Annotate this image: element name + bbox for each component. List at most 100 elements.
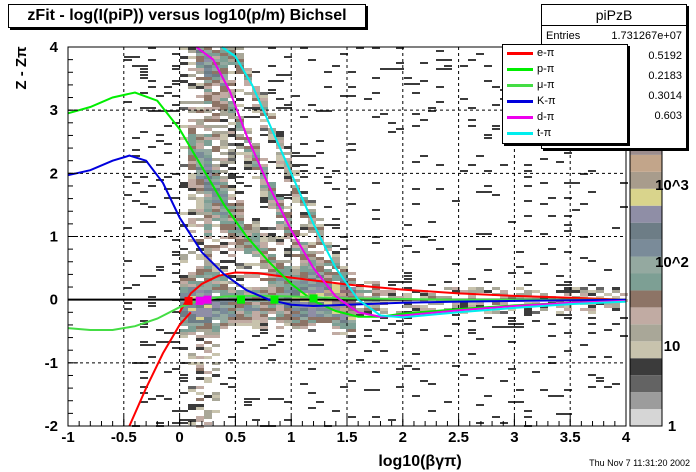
heatmap-cell [204, 50, 212, 53]
heatmap-cell [188, 218, 196, 221]
heatmap-cell [228, 185, 236, 188]
heatmap-cell [412, 203, 420, 205]
heatmap-cell [348, 71, 356, 73]
heatmap-cell [276, 107, 284, 109]
heatmap-cell [268, 131, 276, 134]
heatmap-cell [268, 197, 276, 200]
heatmap-cell [580, 203, 588, 205]
heatmap-cell [188, 239, 196, 242]
heatmap-cell [476, 287, 484, 290]
heatmap-cell [228, 104, 236, 107]
heatmap-cell [260, 248, 268, 251]
heatmap-cell [292, 317, 300, 320]
heatmap-cell [140, 371, 148, 373]
heatmap-cell [204, 233, 212, 236]
heatmap-cell [500, 380, 508, 382]
heatmap-cell [164, 197, 172, 199]
heatmap-cell [556, 290, 564, 293]
heatmap-cell [180, 320, 188, 323]
heatmap-cell [204, 350, 212, 353]
heatmap-cell [260, 266, 268, 269]
heatmap-cell [284, 173, 292, 176]
heatmap-cell [252, 227, 260, 230]
heatmap-cell [484, 269, 492, 271]
heatmap-cell [196, 281, 204, 284]
y-tick-label: 3 [50, 102, 58, 119]
heatmap-cell [556, 395, 564, 397]
heatmap-cell [140, 92, 148, 94]
heatmap-cell [220, 161, 228, 164]
heatmap-cell [556, 413, 564, 415]
stats-row: 0.2183 [542, 66, 686, 86]
palette-band [630, 188, 662, 206]
heatmap-cell [252, 314, 260, 317]
heatmap-cell [564, 317, 572, 319]
heatmap-cell [204, 230, 212, 233]
heatmap-cell [292, 242, 300, 245]
heatmap-cell [212, 332, 220, 335]
heatmap-cell [188, 284, 196, 287]
heatmap-cell [260, 188, 268, 191]
heatmap-cell [460, 170, 468, 172]
heatmap-cell [252, 233, 260, 236]
heatmap-cell [204, 224, 212, 227]
heatmap-cell [268, 80, 276, 82]
heatmap-cell [612, 296, 620, 299]
heatmap-cell [468, 332, 476, 334]
chart-title: zFit - log(I(piP)) versus log10(p/m) Bic… [8, 4, 366, 28]
heatmap-cell [236, 143, 244, 146]
heatmap-cell [300, 242, 308, 245]
heatmap-cell [228, 248, 236, 251]
heatmap-cell [516, 389, 524, 391]
heatmap-cell [372, 242, 380, 244]
y-tick-label: 1 [50, 229, 58, 246]
heatmap-cell [284, 176, 292, 179]
heatmap-cell [220, 302, 228, 305]
heatmap-cell [284, 197, 292, 199]
heatmap-cell [204, 329, 212, 332]
heatmap-cell [324, 278, 332, 281]
heatmap-cell [444, 401, 452, 403]
heatmap-cell [420, 155, 428, 157]
legend-label: K-π [537, 95, 556, 107]
heatmap-cell [596, 296, 604, 299]
heatmap-cell [284, 320, 292, 323]
heatmap-cell [300, 269, 308, 272]
stats-title: piPzB [542, 5, 686, 26]
heatmap-cell [196, 416, 204, 419]
y-tick-label: 4 [50, 39, 59, 56]
heatmap-cell [204, 194, 212, 197]
heatmap-cell [468, 278, 476, 280]
heatmap-cell [420, 308, 428, 311]
heatmap-cell [524, 200, 532, 202]
heatmap-cell [524, 272, 532, 274]
heatmap-cell [268, 239, 276, 242]
heatmap-cell [148, 185, 156, 187]
heatmap-cell [204, 335, 212, 338]
heatmap-cell [204, 236, 212, 239]
heatmap-cell [588, 386, 596, 388]
heatmap-cell [300, 248, 308, 251]
heatmap-cell [260, 98, 268, 101]
heatmap-cell [276, 152, 284, 155]
heatmap-cell [228, 221, 236, 224]
heatmap-cell [348, 317, 356, 320]
heatmap-cell [276, 167, 284, 169]
heatmap-cell [204, 161, 212, 164]
heatmap-cell [316, 266, 324, 269]
heatmap-cell [284, 158, 292, 161]
heatmap-cell [340, 284, 348, 287]
heatmap-cell [204, 56, 212, 59]
heatmap-cell [260, 200, 268, 203]
heatmap-cell [588, 308, 596, 311]
x-tick-label: 2 [399, 429, 407, 446]
heatmap-cell [220, 326, 228, 329]
y-tick-label: -1 [45, 355, 58, 372]
heatmap-cell [212, 92, 220, 95]
heatmap-cell [284, 266, 292, 269]
heatmap-cell [204, 314, 212, 317]
heatmap-cell [196, 200, 204, 203]
heatmap-cell [204, 272, 212, 275]
heatmap-cell [188, 323, 196, 326]
heatmap-cell [132, 137, 140, 139]
